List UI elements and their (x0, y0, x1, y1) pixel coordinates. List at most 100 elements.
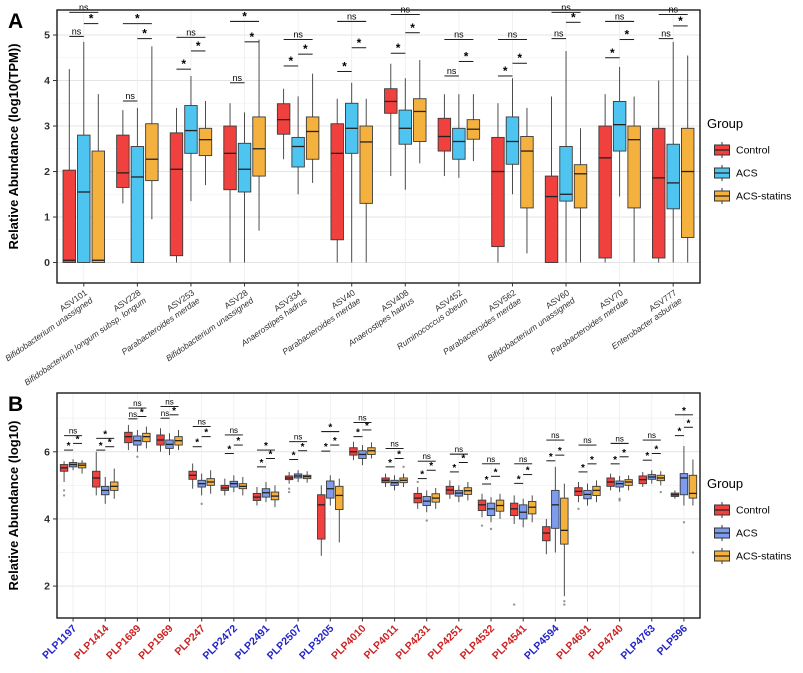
sig-ASV101-A-S: * (83, 12, 99, 26)
box-ASV777-control (652, 80, 666, 263)
sig-label: ns (455, 445, 463, 454)
box (305, 116, 320, 160)
box-PLP4231-acs_statins (431, 488, 440, 509)
outlier-point (480, 524, 484, 527)
box (92, 470, 101, 488)
outlier-point (287, 490, 291, 494)
sig-label: * (517, 51, 522, 65)
box (688, 474, 698, 499)
sig-ASV334-C-A: * (283, 54, 299, 68)
outlier-point (200, 502, 203, 506)
legend-key-ACS (714, 165, 730, 181)
y-tick-label: 4 (44, 75, 50, 87)
sig-PLP4010-C-S: ns (353, 414, 372, 424)
box-PLP2507-acs (293, 470, 303, 482)
legend-item-label: ACS (736, 168, 758, 180)
box-ASV28-control (223, 103, 237, 263)
box-PLP4740-control (606, 473, 615, 491)
box (452, 127, 466, 160)
box-ASV228-acs (130, 107, 145, 263)
box (124, 431, 133, 444)
box-ASV408-control (384, 63, 398, 177)
sig-label: * (645, 451, 649, 462)
sig-PLP247-C-S: ns (192, 418, 211, 428)
sig-label: ns (615, 434, 623, 443)
box (116, 134, 130, 188)
box-PLP4691-control (574, 481, 583, 511)
box (252, 116, 266, 177)
box-ASV452-acs (452, 94, 466, 178)
sig-PLP1689-A-S: * (137, 408, 147, 419)
box-PLP4532-acs_statins (495, 493, 505, 519)
sig-ASV253-C-A: * (176, 57, 191, 71)
outlier-point (287, 487, 291, 490)
sig-ASV334-C-S: ns (283, 30, 313, 41)
sig-label: ns (293, 30, 303, 40)
sig-PLP1414-C-S: * (96, 429, 115, 440)
sig-label: * (625, 28, 630, 42)
box-PLP4010-control (349, 441, 358, 461)
legend-item-label: ACS-statins (736, 551, 791, 563)
box (291, 136, 305, 168)
sig-label: * (549, 452, 553, 463)
box-PLP1414-acs_statins (110, 468, 119, 499)
box (505, 116, 520, 165)
box-PLP2472-acs_statins (238, 476, 248, 496)
box (573, 164, 588, 209)
sig-PLP4763-A-S: * (651, 444, 661, 455)
box-ASV253-control (169, 107, 184, 263)
sig-ASV228-A-S: * (137, 27, 152, 41)
sig-PLP3205-A-S: * (330, 436, 340, 447)
box-PLP1689-acs_statins (142, 426, 151, 449)
box (627, 125, 641, 209)
sig-PLP3205-C-A: * (321, 442, 331, 453)
sig-label: ns (519, 455, 527, 464)
sig-PLP247-C-A: * (192, 438, 202, 449)
sig-ASV228-C-A: ns (122, 91, 138, 102)
sig-label: * (590, 455, 594, 466)
sig-PLP4740-C-S: ns (610, 434, 629, 444)
box-PLP1969-control (156, 428, 165, 452)
x-label-species: Bifidobacterium unassigned (3, 295, 94, 363)
sig-ASV452-C-A: ns (444, 66, 459, 77)
sig-ASV70-C-A: * (605, 46, 620, 60)
sig-ASV60-C-S: ns (551, 2, 581, 13)
sig-PLP4691-C-A: * (578, 463, 588, 474)
sig-ASV40-A-S: * (351, 36, 367, 50)
box-ASV777-acs (666, 41, 680, 263)
sig-PLP4231-C-S: ns (417, 452, 436, 462)
box-ASV40-acs_statins (359, 98, 373, 263)
legend-key-ACS (714, 525, 730, 541)
legend-title: Group (707, 116, 743, 131)
box (560, 497, 569, 545)
sig-ASV28-C-S: * (230, 9, 260, 23)
box-PLP4251-control (445, 480, 455, 499)
sig-ASV334-A-S: * (298, 42, 313, 56)
sig-label: * (678, 14, 683, 28)
box-ASV70-acs_statins (627, 96, 641, 263)
box (491, 136, 505, 248)
sig-PLP4532-C-S: ns (482, 455, 501, 465)
box-PLP4763-acs_statins (656, 471, 665, 494)
sig-PLP2507-C-S: ns (289, 433, 308, 443)
x-label-PLP1969: PLP1969 (136, 623, 176, 663)
sig-label: * (333, 436, 337, 447)
sig-label: * (420, 470, 424, 481)
sig-PLP1689-C-A: ns (128, 410, 138, 420)
box (652, 127, 666, 259)
sig-label: * (172, 406, 176, 417)
box-ASV562-acs_statins (520, 107, 534, 254)
sig-label: * (682, 406, 686, 417)
box (91, 150, 105, 263)
sig-label: * (464, 49, 469, 63)
panel-A-plot-area (57, 10, 700, 283)
sig-label: * (396, 41, 401, 55)
box-ASV60-acs (559, 50, 573, 263)
box-ASV452-acs_statins (466, 94, 481, 162)
outlier-point (416, 480, 419, 484)
sig-label: * (429, 461, 433, 472)
box (413, 98, 427, 142)
sig-label: * (76, 434, 80, 445)
sig-label: ns (186, 27, 196, 37)
